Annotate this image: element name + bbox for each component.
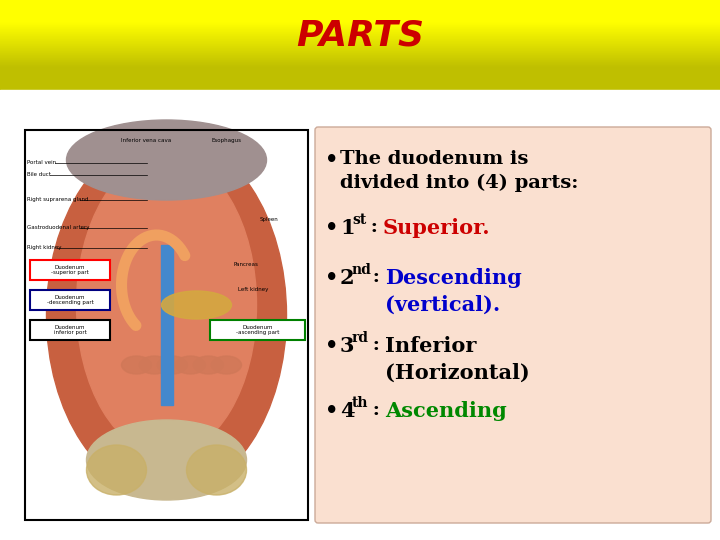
Text: :: : — [366, 336, 387, 354]
Text: Esophagus: Esophagus — [212, 138, 241, 143]
Text: :: : — [364, 218, 384, 236]
Bar — [25, 130, 308, 520]
Text: th: th — [352, 396, 369, 410]
Bar — [30, 290, 110, 310]
Text: •: • — [325, 401, 338, 421]
Ellipse shape — [47, 135, 287, 495]
Text: Spleen: Spleen — [259, 218, 278, 222]
Text: Left kidney: Left kidney — [238, 287, 268, 293]
Ellipse shape — [140, 356, 169, 374]
Ellipse shape — [186, 445, 246, 495]
Ellipse shape — [194, 356, 223, 374]
Text: nd: nd — [352, 263, 372, 277]
Text: Portal vein: Portal vein — [27, 160, 56, 165]
Text: 1: 1 — [340, 218, 355, 238]
Ellipse shape — [86, 445, 146, 495]
Text: st: st — [352, 213, 366, 227]
Text: Inferior
(Horizontal): Inferior (Horizontal) — [385, 336, 530, 382]
Ellipse shape — [212, 356, 241, 374]
Bar — [210, 320, 305, 340]
Text: Superior.: Superior. — [383, 218, 490, 238]
Text: Pancreas: Pancreas — [233, 262, 258, 267]
Text: •: • — [325, 268, 338, 288]
Ellipse shape — [122, 356, 151, 374]
Text: :: : — [366, 268, 387, 286]
Text: •: • — [325, 150, 338, 170]
Ellipse shape — [66, 120, 266, 200]
Text: 4: 4 — [340, 401, 355, 421]
Text: Right suprarena gland: Right suprarena gland — [27, 198, 89, 202]
Text: Inferior vena cava: Inferior vena cava — [122, 138, 171, 143]
Text: •: • — [325, 218, 338, 238]
Text: •: • — [325, 336, 338, 356]
Ellipse shape — [76, 155, 256, 455]
Bar — [30, 320, 110, 340]
Text: Ascending: Ascending — [385, 401, 507, 421]
Text: The duodenum is
divided into (4) parts:: The duodenum is divided into (4) parts: — [340, 150, 578, 192]
Text: :: : — [366, 401, 387, 419]
Text: 3: 3 — [340, 336, 354, 356]
Text: Bile duct: Bile duct — [27, 172, 51, 178]
Bar — [25, 130, 308, 520]
Text: Descending
(vertical).: Descending (vertical). — [385, 268, 522, 314]
Text: Gastroduodenal artery: Gastroduodenal artery — [27, 226, 89, 231]
Ellipse shape — [158, 356, 187, 374]
Text: Right kidney: Right kidney — [27, 246, 61, 251]
Text: Duodenum
inferior port: Duodenum inferior port — [53, 325, 86, 335]
Ellipse shape — [86, 420, 246, 500]
Text: Duodenum
-ascending part: Duodenum -ascending part — [236, 325, 279, 335]
Text: 2: 2 — [340, 268, 355, 288]
Text: Duodenum
-descending part: Duodenum -descending part — [47, 295, 94, 306]
Text: Duodenum
-superior part: Duodenum -superior part — [51, 265, 89, 275]
Ellipse shape — [176, 356, 205, 374]
Bar — [30, 260, 110, 280]
Ellipse shape — [161, 291, 232, 319]
Bar — [0, 90, 720, 540]
Text: PARTS: PARTS — [296, 18, 424, 52]
Bar — [161, 245, 173, 405]
FancyBboxPatch shape — [315, 127, 711, 523]
Text: rd: rd — [352, 331, 369, 345]
